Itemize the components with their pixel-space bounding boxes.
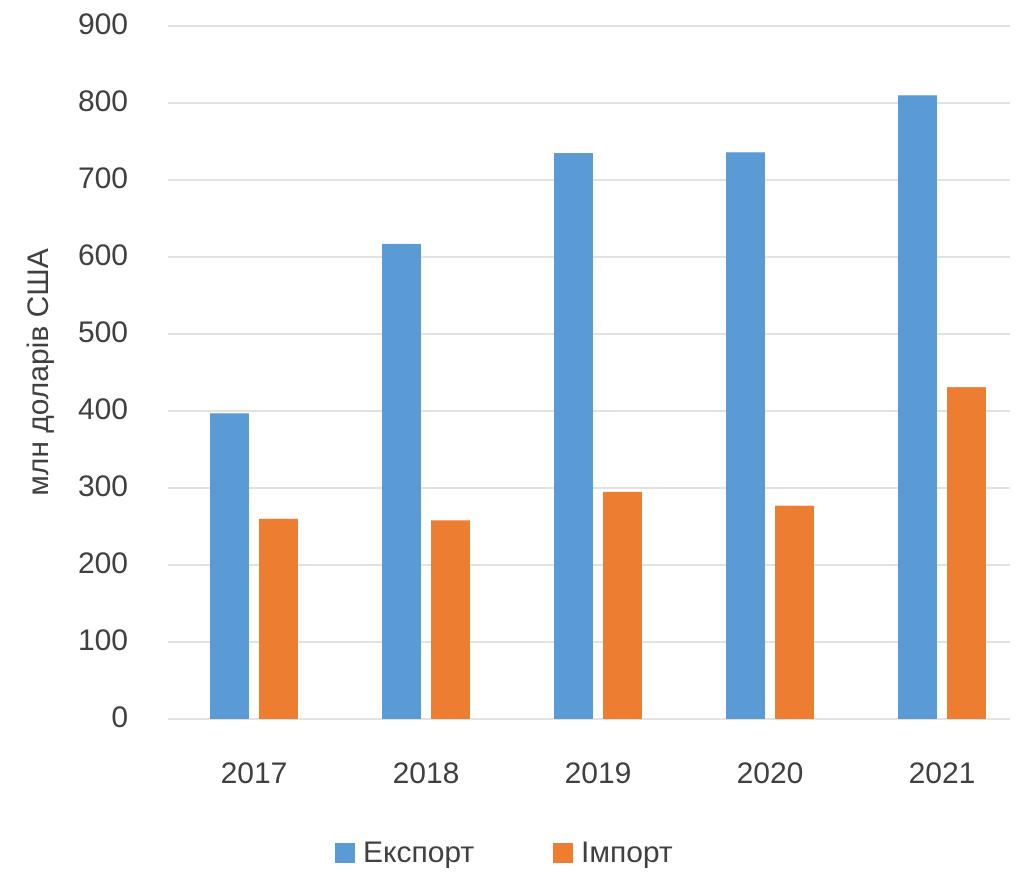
bar [554, 153, 593, 720]
bar [947, 387, 986, 719]
y-tick-label: 700 [78, 162, 128, 195]
x-tick-label: 2021 [909, 757, 976, 790]
y-tick-label: 800 [78, 85, 128, 118]
bar [898, 95, 937, 720]
x-tick-label: 2017 [221, 757, 288, 790]
bar [259, 518, 298, 719]
y-tick-label: 900 [78, 8, 128, 41]
y-tick-label: 0 [111, 701, 128, 734]
x-tick-label: 2018 [393, 757, 460, 790]
legend-swatch [335, 843, 355, 863]
legend-label: Експорт [363, 836, 474, 869]
y-tick-label: 500 [78, 316, 128, 349]
bar [431, 520, 470, 719]
y-tick-label: 300 [78, 470, 128, 503]
legend-swatch [553, 843, 573, 863]
bar [726, 152, 765, 719]
x-tick-label: 2020 [737, 757, 804, 790]
y-axis-label: млн доларів США [22, 248, 55, 496]
legend-label: Імпорт [581, 836, 673, 869]
y-tick-label: 400 [78, 393, 128, 426]
bar [210, 413, 249, 719]
bar [775, 505, 814, 719]
y-tick-label: 200 [78, 547, 128, 580]
y-tick-label: 600 [78, 239, 128, 272]
x-tick-label: 2019 [565, 757, 632, 790]
bar [603, 491, 642, 719]
y-tick-label: 100 [78, 624, 128, 657]
bar [382, 243, 421, 719]
